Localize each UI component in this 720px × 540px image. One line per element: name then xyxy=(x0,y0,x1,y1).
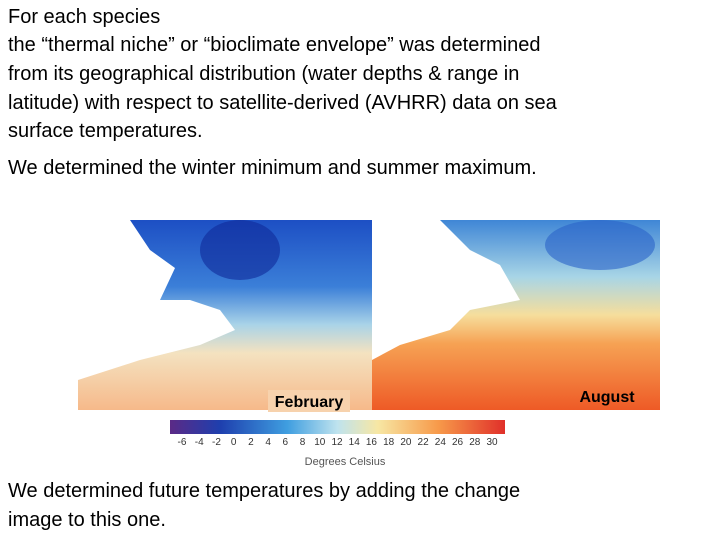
colorbar-tick-label: 8 xyxy=(300,437,306,448)
colorbar-tick-label: 16 xyxy=(366,437,378,448)
colorbar-tick-label: 6 xyxy=(283,437,289,448)
colorbar xyxy=(170,420,505,434)
colorbar-tick-label: 24 xyxy=(435,437,447,448)
text-line: the “thermal niche” or “bioclimate envel… xyxy=(8,34,541,56)
colorbar-tick-label: -2 xyxy=(212,437,221,448)
colorbar-tick-label: 12 xyxy=(331,437,343,448)
colorbar-tick-label: 20 xyxy=(400,437,412,448)
colorbar-tick-label: -4 xyxy=(195,437,204,448)
february-map xyxy=(78,220,372,410)
colorbar-title: Degrees Celsius xyxy=(305,456,386,468)
august-map xyxy=(372,220,660,410)
colorbar-tick-label: 30 xyxy=(486,437,498,448)
colorbar-tick-label: 2 xyxy=(248,437,254,448)
colorbar-tick-label: 14 xyxy=(349,437,361,448)
label-box xyxy=(268,390,350,412)
text-line: surface temperatures. xyxy=(8,120,203,142)
map-label: August xyxy=(579,389,635,406)
colorbar-tick-label: 18 xyxy=(383,437,395,448)
colorbar-tick-label: 26 xyxy=(452,437,464,448)
colorbar-tick-label: 0 xyxy=(231,437,237,448)
colorbar-tick-label: 4 xyxy=(265,437,271,448)
colorbar-tick-label: 28 xyxy=(469,437,481,448)
text-line: from its geographical distribution (wate… xyxy=(8,63,520,85)
text-line: For each species xyxy=(8,6,161,28)
colorbar-tick-label: 10 xyxy=(314,437,326,448)
text-line: image to this one. xyxy=(8,509,166,531)
text-line: We determined the winter minimum and sum… xyxy=(8,157,537,179)
map-label: February xyxy=(275,394,344,411)
colorbar-tick-label: 22 xyxy=(418,437,430,448)
text-line: latitude) with respect to satellite-deri… xyxy=(8,92,557,114)
colorbar-tick-label: -6 xyxy=(178,437,187,448)
text-line: We determined future temperatures by add… xyxy=(8,480,521,502)
